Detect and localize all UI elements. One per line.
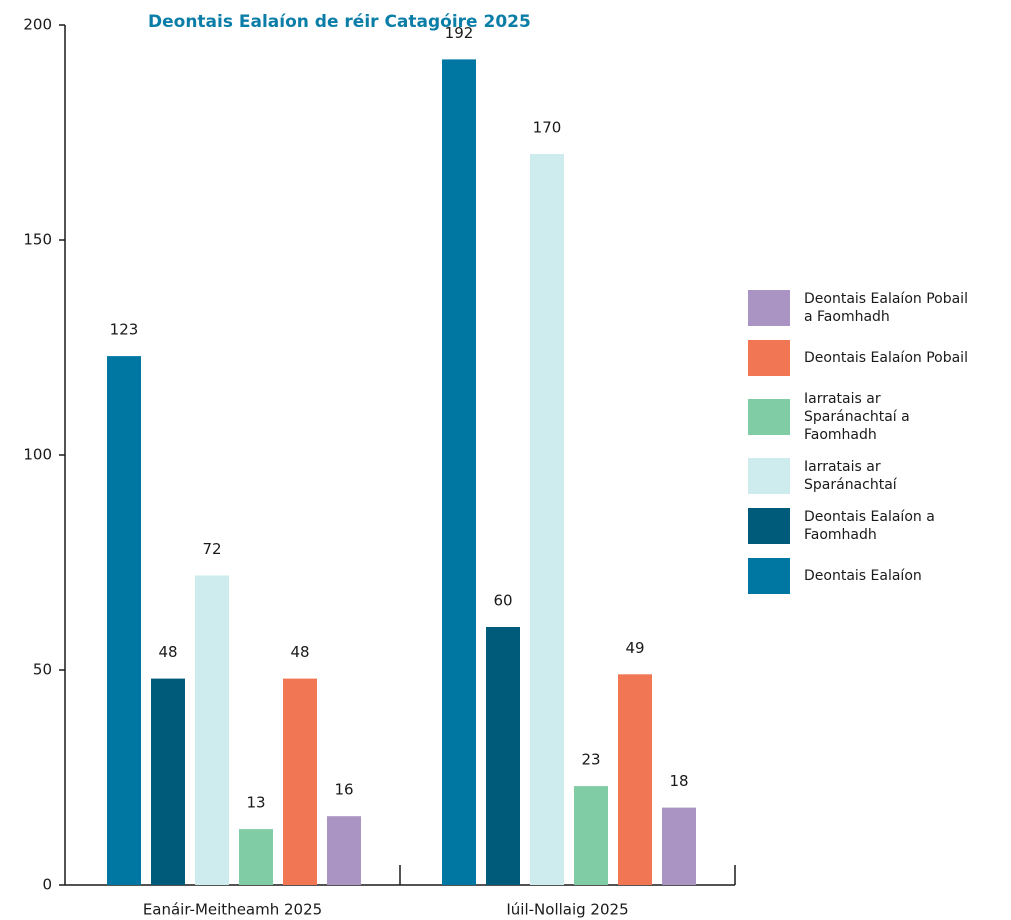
bar: [618, 674, 652, 885]
y-tick-label: 50: [33, 661, 52, 679]
legend-label: Iarratais ar Sparánachtaí: [804, 459, 897, 493]
value-label: 60: [493, 592, 512, 610]
bar: [107, 356, 141, 886]
legend-item: Iarratais ar Sparánachtaí: [748, 458, 998, 494]
legend-swatch: [748, 340, 790, 376]
chart: Deontais Ealaíon de réir Catagóire 2025 …: [23, 12, 736, 919]
legend-swatch: [748, 458, 790, 494]
x-tick-label: Iúil-Nollaig 2025: [506, 901, 628, 919]
bar: [195, 575, 229, 885]
bar: [486, 627, 520, 885]
chart-title: Deontais Ealaíon de réir Catagóire 2025: [148, 12, 531, 32]
value-label: 48: [158, 643, 177, 661]
legend-label: Deontais Ealaíon Pobail: [804, 350, 968, 366]
value-label: 16: [334, 781, 353, 799]
legend-swatch: [748, 558, 790, 594]
legend-item: Deontais Ealaíon: [748, 558, 998, 594]
bar: [574, 786, 608, 885]
y-tick-label: 150: [23, 231, 52, 249]
y-tick-label: 100: [23, 446, 52, 464]
legend-item: Iarratais ar Sparánachtaí a Faomhadh: [748, 390, 998, 444]
bar: [442, 59, 476, 885]
legend-label: Deontais Ealaíon: [804, 568, 922, 584]
value-label: 123: [110, 321, 139, 339]
value-label: 13: [246, 794, 265, 812]
bar: [662, 807, 696, 885]
legend-item: Deontais Ealaíon Pobail: [748, 340, 998, 376]
value-label: 170: [533, 119, 562, 137]
value-label: 192: [445, 24, 474, 42]
value-label: 23: [581, 751, 600, 769]
legend-label: Iarratais ar Sparánachtaí a Faomhadh: [804, 391, 910, 443]
bar: [327, 816, 361, 885]
legend-swatch: [748, 508, 790, 544]
value-label: 72: [202, 540, 221, 558]
legend-label: Deontais Ealaíon a Faomhadh: [804, 509, 935, 543]
value-label: 48: [290, 643, 309, 661]
bar: [283, 678, 317, 885]
legend-item: Deontais Ealaíon a Faomhadh: [748, 508, 998, 544]
bar: [530, 154, 564, 885]
y-tick-label: 0: [42, 876, 52, 894]
legend: Deontais Ealaíon Pobail a Faomhadh Deonta…: [748, 290, 998, 608]
bar: [239, 829, 273, 885]
value-label: 49: [625, 639, 644, 657]
bar: [151, 678, 185, 885]
y-tick-label: 200: [23, 16, 52, 34]
legend-swatch: [748, 399, 790, 435]
value-label: 18: [669, 772, 688, 790]
legend-swatch: [748, 290, 790, 326]
x-tick-label: Eanáir-Meitheamh 2025: [143, 901, 322, 919]
legend-item: Deontais Ealaíon Pobail a Faomhadh: [748, 290, 998, 326]
legend-label: Deontais Ealaíon Pobail a Faomhadh: [804, 291, 968, 325]
